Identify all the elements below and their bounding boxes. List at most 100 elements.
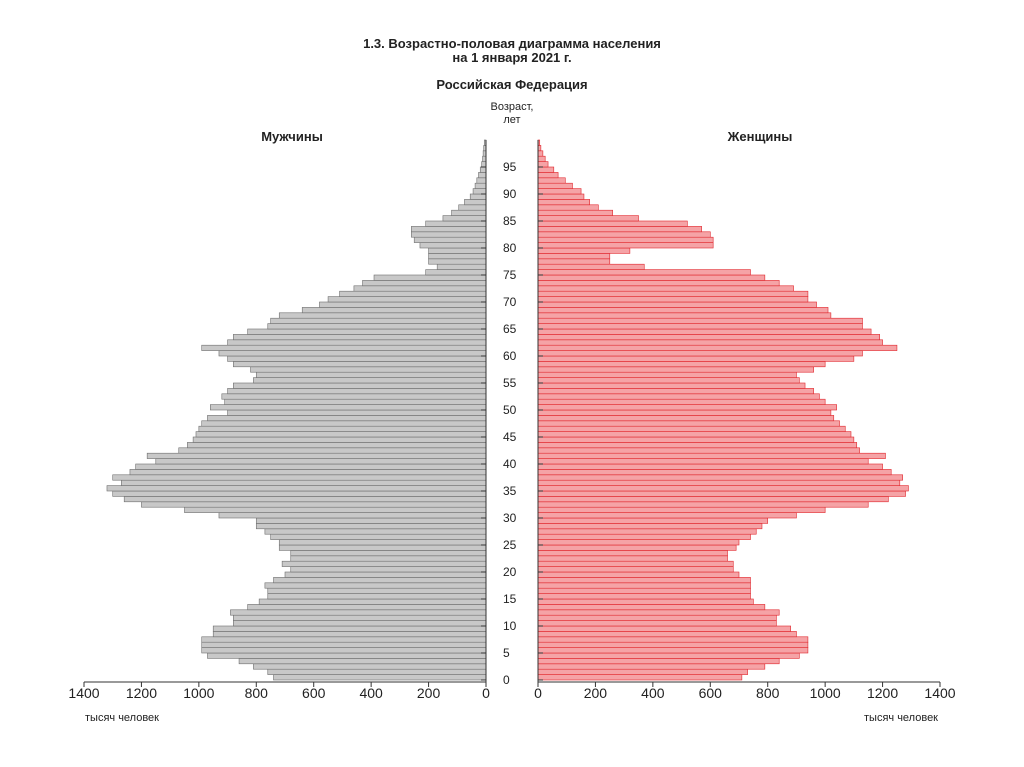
male-bar-age-87 — [458, 204, 487, 211]
female-bar-age-8 — [537, 631, 797, 638]
female-bar-age-24 — [537, 544, 737, 551]
age-tick-label-75: 75 — [503, 268, 517, 282]
female-bar-age-92 — [537, 177, 566, 184]
female-bar-age-14 — [537, 598, 754, 605]
age-tick-label-30: 30 — [503, 511, 517, 525]
female-bar-age-56 — [537, 371, 797, 378]
male-bar-age-88 — [464, 199, 487, 206]
male-bar-age-40 — [155, 458, 487, 465]
male-bar-age-2 — [253, 663, 487, 670]
male-bar-age-29 — [255, 517, 487, 524]
male-bar-age-15 — [267, 593, 487, 600]
male-bar-age-21 — [281, 560, 487, 567]
unit-label-right: тысяч человек — [864, 712, 938, 724]
male-bar-age-59 — [227, 355, 487, 362]
age-tick-label-10: 10 — [503, 619, 517, 633]
male-bar-age-76 — [436, 263, 487, 270]
female-bar-age-42 — [537, 447, 860, 454]
male-bar-age-22 — [290, 555, 487, 562]
male-bar-age-66 — [270, 317, 487, 324]
female-bar-age-66 — [537, 317, 863, 324]
age-axis-label-line2: лет — [503, 114, 520, 126]
female-bar-age-86 — [537, 209, 613, 216]
female-bar-age-21 — [537, 560, 734, 567]
male-bar-age-9 — [212, 625, 487, 632]
female-bar-age-80 — [537, 242, 714, 249]
female-bar-age-62 — [537, 339, 883, 346]
male-bar-age-0 — [273, 674, 487, 681]
male-bar-age-89 — [469, 193, 487, 200]
male-bar-age-55 — [253, 377, 487, 384]
female-bar-age-39 — [537, 463, 883, 470]
male-bar-age-78 — [428, 253, 487, 260]
x-tick-label-left-1200: 1200 — [126, 685, 157, 701]
male-bar-age-30 — [218, 512, 487, 519]
male-bar-age-25 — [278, 539, 487, 546]
male-bar-age-84 — [425, 220, 487, 227]
male-bar-age-57 — [250, 366, 487, 373]
chart-title-line2: на 1 января 2021 г. — [452, 50, 572, 65]
female-bar-age-95 — [537, 161, 549, 168]
female-bar-age-94 — [537, 166, 555, 173]
male-bar-age-11 — [233, 614, 487, 621]
female-bar-age-54 — [537, 382, 806, 389]
age-tick-label-50: 50 — [503, 403, 517, 417]
female-bar-age-25 — [537, 539, 740, 546]
female-bar-age-5 — [537, 647, 809, 654]
female-bar-age-65 — [537, 323, 863, 330]
axes-group — [83, 140, 941, 687]
female-bar-age-38 — [537, 469, 892, 476]
x-tick-label-left-800: 800 — [245, 685, 269, 701]
male-bar-age-77 — [428, 258, 487, 265]
female-bar-age-16 — [537, 587, 751, 594]
x-tick-label-left-400: 400 — [359, 685, 383, 701]
male-bar-age-51 — [224, 398, 487, 405]
male-bar-age-37 — [112, 474, 487, 481]
male-bar-age-1 — [267, 668, 487, 675]
x-tick-label-right-600: 600 — [699, 685, 723, 701]
female-bar-age-60 — [537, 350, 863, 357]
male-bar-age-85 — [442, 215, 487, 222]
female-bar-age-17 — [537, 582, 751, 589]
female-bar-age-74 — [537, 274, 766, 281]
female-bar-age-73 — [537, 280, 780, 287]
female-bar-age-55 — [537, 377, 800, 384]
male-bar-age-47 — [201, 420, 487, 427]
female-bar-age-50 — [537, 404, 837, 411]
female-bar-age-27 — [537, 528, 757, 535]
female-bar-age-10 — [537, 620, 777, 627]
male-bar-age-6 — [201, 641, 487, 648]
female-bar-age-70 — [537, 296, 809, 303]
chart-title-line1: 1.3. Возрастно-половая диаграмма населен… — [363, 36, 661, 51]
male-bar-age-75 — [425, 269, 487, 276]
female-bar-age-69 — [537, 301, 817, 308]
male-bar-age-67 — [278, 312, 487, 319]
female-bar-age-51 — [537, 398, 826, 405]
female-bar-age-57 — [537, 366, 814, 373]
female-bar-age-37 — [537, 474, 903, 481]
age-tick-label-45: 45 — [503, 430, 517, 444]
male-bar-age-69 — [319, 301, 487, 308]
female-bar-age-36 — [537, 479, 901, 486]
male-bar-age-26 — [270, 533, 487, 540]
female-bar-age-30 — [537, 512, 797, 519]
male-bar-age-3 — [238, 658, 487, 665]
male-bar-age-17 — [264, 582, 487, 589]
female-bar-age-9 — [537, 625, 791, 632]
labels-group: 0 5 10 15 20 25 30 35 40 45 50 55 60 65 70 75 80 85 90 95 14… — [68, 101, 955, 724]
series-label-male: Мужчины — [261, 129, 323, 144]
male-bar-age-62 — [227, 339, 487, 346]
age-tick-label-60: 60 — [503, 349, 517, 363]
male-bar-age-19 — [284, 571, 487, 578]
female-bar-age-3 — [537, 658, 780, 665]
male-bar-age-32 — [141, 501, 487, 508]
male-bar-age-7 — [201, 636, 487, 643]
female-bar-age-78 — [537, 253, 611, 260]
male-bar-age-82 — [411, 231, 487, 238]
male-bar-age-49 — [227, 409, 487, 416]
female-bar-age-79 — [537, 247, 631, 254]
male-bar-age-86 — [451, 209, 487, 216]
female-bar-age-71 — [537, 290, 809, 297]
male-bar-age-8 — [212, 631, 487, 638]
